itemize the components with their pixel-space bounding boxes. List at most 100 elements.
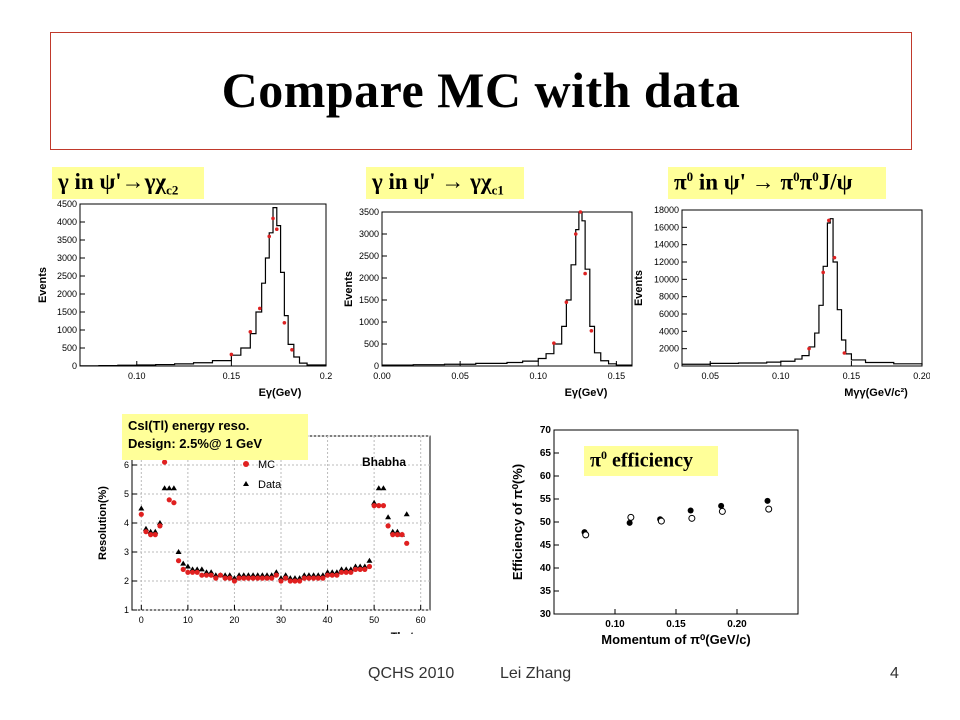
mc-point (175, 558, 182, 564)
mc-point (297, 578, 303, 584)
x-tick-label: 0.00 (373, 371, 391, 381)
y-tick-label: 50 (540, 517, 552, 528)
y-tick-label: 40 (540, 563, 552, 574)
mc-point (185, 569, 191, 575)
panel3-in: in (693, 169, 724, 195)
data-point (573, 232, 578, 236)
data-point (287, 575, 294, 581)
mc-point (208, 572, 214, 578)
mc-point (231, 578, 238, 584)
data-point (212, 572, 219, 578)
y-tick-label: 4000 (659, 326, 679, 336)
y-tick-label: 2000 (57, 289, 77, 299)
panel3-label: π0 in ψ' → π0π0J/ψ (668, 167, 886, 199)
data-point (203, 569, 210, 575)
panel2-sub: c1 (491, 182, 504, 198)
y-tick-label: 1500 (57, 307, 77, 317)
data-point (310, 572, 317, 578)
footer-author: Lei Zhang (500, 665, 572, 682)
panel2-psi: ψ' (413, 169, 436, 194)
panel1-label: γ in ψ'→γχc2 (52, 167, 204, 199)
y-tick-label: 1000 (57, 325, 77, 335)
eff-pi: π (590, 449, 601, 472)
data-point (194, 566, 201, 572)
y-tick-label: 2500 (57, 271, 77, 281)
data-point (222, 572, 229, 578)
data-point (142, 525, 149, 531)
y-tick-label: 1 (124, 605, 129, 615)
legend-mc-marker (243, 461, 249, 467)
panel1-in: in (68, 169, 100, 194)
data-point (282, 572, 289, 578)
data-point (226, 572, 233, 578)
panel1-gg: γχ (144, 169, 167, 194)
y-tick-label: 1500 (359, 295, 379, 305)
mc-point (394, 532, 401, 538)
y-tick-label: 6 (124, 460, 129, 470)
panel1-arrow: → (121, 169, 145, 194)
mc-point (301, 575, 307, 581)
mc-point (161, 459, 168, 465)
data-point (248, 330, 253, 334)
x-tick-label: 0.15 (608, 371, 626, 381)
reso-box: CsI(Tl) energy reso. Design: 2.5%@ 1 GeV (122, 414, 308, 460)
panel2-in: in (382, 169, 414, 194)
mc-point (320, 575, 326, 581)
data-point (385, 514, 392, 520)
mc-point (255, 575, 261, 581)
mc-point (199, 572, 205, 578)
data-point (170, 485, 177, 491)
data-point (156, 520, 163, 525)
mc-point (194, 569, 200, 575)
slide-title: Compare MC with data (221, 62, 741, 118)
mc-point (269, 575, 275, 581)
data-point (578, 210, 583, 214)
data-point (229, 352, 234, 357)
y-tick-label: 2000 (359, 273, 379, 283)
data-point (552, 341, 556, 345)
mc-point (390, 532, 396, 538)
eff-sup: 0 (600, 448, 607, 462)
y-tick-label: 6000 (659, 309, 679, 319)
data-point (273, 569, 280, 575)
legend-data-marker (243, 481, 249, 486)
mc-histogram (382, 211, 632, 366)
data-point (231, 575, 238, 581)
data-point (189, 566, 196, 572)
eff-filled-point (626, 519, 633, 526)
panel3-arrow: → (746, 169, 781, 195)
mc-point (227, 575, 233, 581)
mc-point (343, 569, 349, 575)
data-point (147, 528, 154, 534)
mc-point (148, 532, 154, 538)
y-axis-label: Events (343, 271, 355, 307)
mc-point (189, 569, 196, 575)
data-point (589, 329, 594, 333)
y-tick-label: 55 (540, 494, 552, 505)
chart-resolution: 12345670102030405060Resolution(%)nThetaM… (97, 431, 431, 634)
legend-data-label: Data (258, 479, 282, 491)
chart-pi0-efficiency: 30 35 40 45 50 55 60 65 70 0.10 0.15 0.20 Efficiency… (510, 425, 799, 647)
eff-filled-point (718, 502, 725, 509)
mc-point (138, 511, 144, 517)
data-point (152, 528, 159, 534)
mc-point (292, 578, 298, 584)
y-axis-label: Events (37, 267, 49, 303)
x-tick-label: 20 (229, 615, 239, 625)
y-tick-label: 3000 (57, 253, 77, 263)
mc-point (385, 523, 391, 529)
chart-gamma-chic2: 0 500 1000 1500 2000 2500 3000 3500 4000 4500 0.10… (37, 199, 332, 399)
mc-point (283, 575, 289, 581)
data-point (366, 557, 373, 563)
page-number: 4 (890, 665, 899, 682)
mc-point (357, 566, 363, 572)
data-point (257, 306, 262, 311)
panel3-pi1: π (780, 169, 794, 195)
panel3-s2: 0 (812, 169, 819, 184)
eff-open-point (718, 507, 726, 515)
eff-text: efficiency (606, 449, 694, 472)
mc-point (324, 572, 331, 578)
data-point (275, 227, 279, 231)
data-point (807, 346, 811, 351)
data-point (371, 499, 378, 505)
